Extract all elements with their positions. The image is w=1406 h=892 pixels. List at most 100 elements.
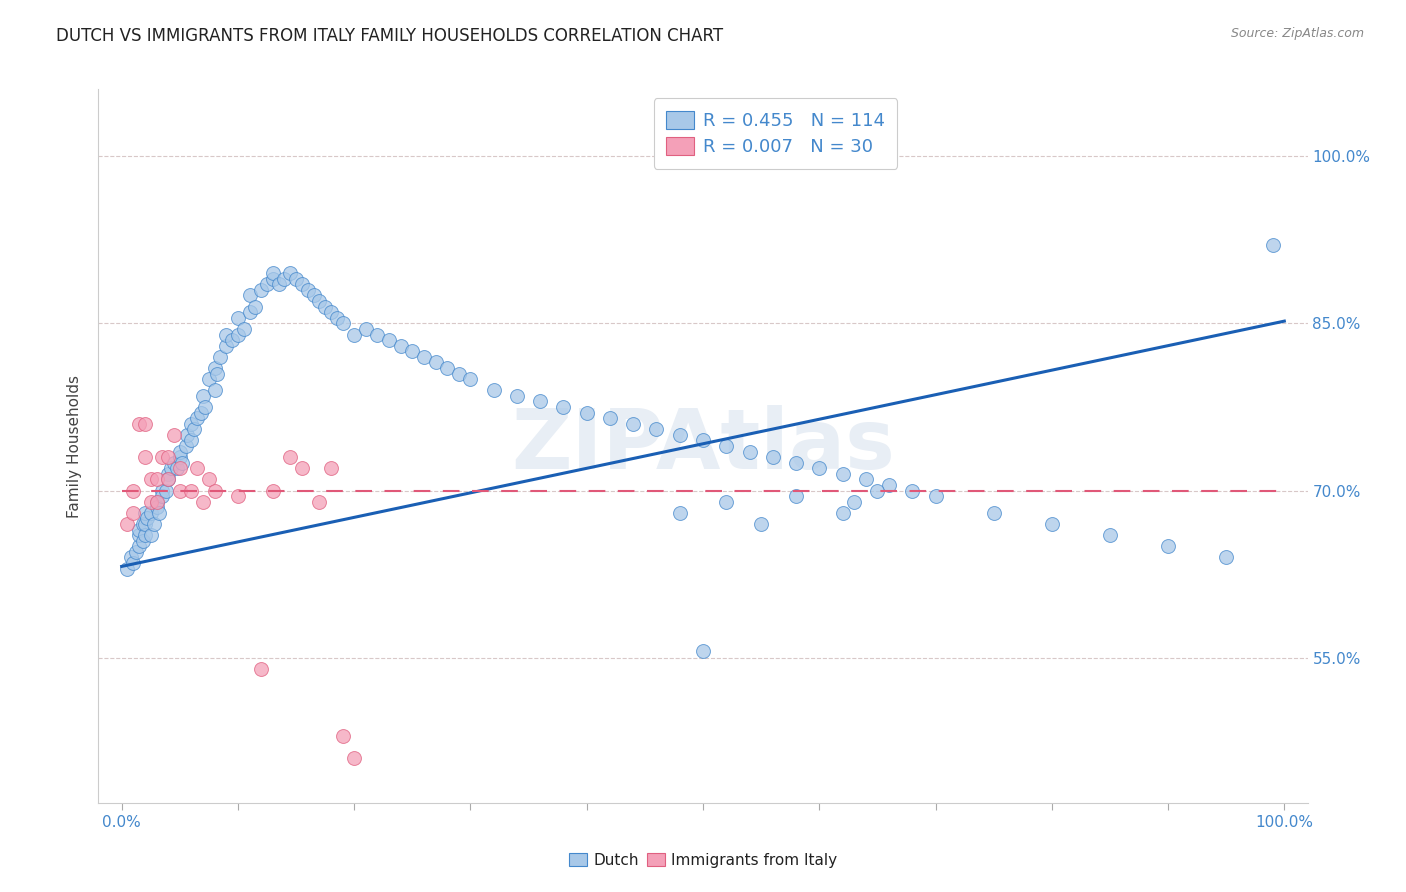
Point [136,511,159,525]
Point [716,439,738,453]
Point [157,450,180,465]
Point [262,266,284,280]
Point [145,495,167,509]
Point [157,467,180,481]
Point [122,506,145,520]
Point [668,428,690,442]
Point [1261,238,1284,252]
Text: DUTCH VS IMMIGRANTS FROM ITALY FAMILY HOUSEHOLDS CORRELATION CHART: DUTCH VS IMMIGRANTS FROM ITALY FAMILY HO… [56,27,723,45]
Point [506,389,529,403]
Point [122,556,145,570]
Point [128,528,150,542]
Point [738,444,761,458]
Point [128,417,150,431]
Point [239,305,262,319]
Point [183,422,205,436]
Point [169,461,191,475]
Point [785,456,807,470]
Point [297,283,319,297]
Point [169,483,191,498]
Point [808,461,831,475]
Point [128,523,150,537]
Point [131,533,153,548]
Point [150,489,173,503]
Text: ZIPAtlas: ZIPAtlas [510,406,896,486]
Y-axis label: Family Households: Family Households [67,375,83,517]
Point [354,322,377,336]
Legend: R = 0.455   N = 114, R = 0.007   N = 30: R = 0.455 N = 114, R = 0.007 N = 30 [654,98,897,169]
Point [529,394,551,409]
Point [278,450,301,465]
Point [425,355,447,369]
Point [204,483,226,498]
Point [250,662,273,676]
Point [575,405,598,419]
Point [221,333,243,347]
Point [204,360,226,375]
Point [143,516,166,531]
Point [148,506,170,520]
Point [332,317,354,331]
Point [176,428,198,442]
Point [191,389,214,403]
Point [198,473,221,487]
Point [460,372,482,386]
Point [209,350,232,364]
Point [332,729,354,743]
Point [482,384,505,398]
Point [180,434,202,448]
Point [901,483,924,498]
Point [134,528,156,542]
Point [319,305,342,319]
Point [117,516,139,531]
Point [1098,528,1121,542]
Point [204,384,226,398]
Point [319,461,342,475]
Point [924,489,946,503]
Point [413,350,436,364]
Point [174,439,197,453]
Point [180,483,202,498]
Point [983,506,1005,520]
Point [291,277,314,292]
Point [166,461,188,475]
Point [155,483,177,498]
Point [308,495,330,509]
Point [314,300,336,314]
Point [198,372,221,386]
Point [366,327,388,342]
Point [749,516,772,531]
Point [172,456,194,470]
Point [131,516,153,531]
Point [232,322,254,336]
Point [831,467,853,481]
Point [122,483,145,498]
Point [215,339,238,353]
Point [785,489,807,503]
Point [278,266,301,280]
Point [117,562,139,576]
Point [139,495,162,509]
Point [139,506,162,520]
Point [273,271,295,285]
Point [134,417,156,431]
Point [157,473,180,487]
Point [326,310,349,325]
Point [190,405,212,419]
Point [145,473,167,487]
Point [134,450,156,465]
Point [128,539,150,553]
Point [124,545,146,559]
Point [291,461,314,475]
Point [134,506,156,520]
Point [145,495,167,509]
Point [226,489,249,503]
Point [343,327,366,342]
Point [553,400,575,414]
Point [150,450,173,465]
Point [668,506,690,520]
Point [831,506,853,520]
Point [866,483,889,498]
Text: Source: ZipAtlas.com: Source: ZipAtlas.com [1230,27,1364,40]
Point [163,428,186,442]
